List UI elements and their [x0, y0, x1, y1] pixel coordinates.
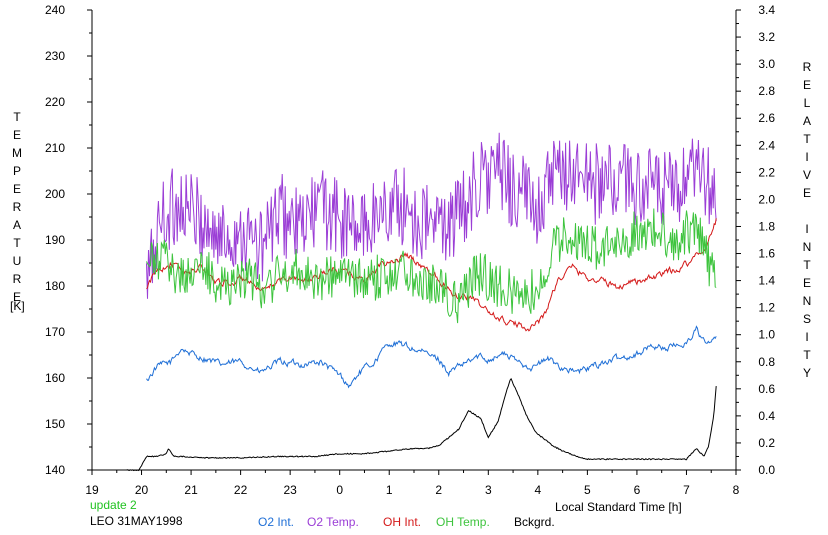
series-line-o2-int [146, 325, 717, 389]
y-right-tick-label: 2.2 [758, 165, 775, 179]
tick-labels: 19 20 21 22 23 0 1 2 3 4 5 6 7 8140150160170180190200… [45, 3, 775, 497]
station-date-label: LEO 31MAY1998 [90, 514, 183, 528]
y-right-tick-label: 0.4 [758, 409, 775, 423]
y-right-tick-label: 2.6 [758, 111, 775, 125]
y-left-tick-label: 180 [45, 279, 65, 293]
x-tick-label: 1 [386, 483, 393, 497]
y-right-tick-label: 0.8 [758, 355, 775, 369]
x-tick-label: 23 [283, 483, 297, 497]
x-tick-label: 21 [184, 483, 198, 497]
legend-oh-temp: OH Temp. [436, 515, 490, 529]
y-right-tick-label: 3.0 [758, 57, 775, 71]
y-right-tick-label: 3.2 [758, 30, 775, 44]
y-left-tick-label: 160 [45, 371, 65, 385]
update-label: update 2 [90, 498, 137, 512]
y-right-tick-label: 1.8 [758, 219, 775, 233]
y-left-tick-label: 170 [45, 325, 65, 339]
axes [87, 9, 741, 475]
y-right-tick-label: 1.4 [758, 274, 775, 288]
series-lines [126, 132, 717, 472]
y-right-tick-label: 0.2 [758, 436, 775, 450]
legend-o2-int: O2 Int. [258, 515, 295, 529]
y-left-tick-label: 200 [45, 187, 65, 201]
y-left-tick-label: 220 [45, 95, 65, 109]
x-tick-label: 7 [683, 483, 690, 497]
y-right-tick-label: 3.4 [758, 3, 775, 17]
y-left-tick-label: 240 [45, 3, 65, 17]
x-tick-label: 4 [535, 483, 542, 497]
x-tick-label: 3 [485, 483, 492, 497]
legend-o2-temp: O2 Temp. [307, 515, 359, 529]
legend-bckgrd: Bckgrd. [514, 515, 555, 529]
y-right-tick-label: 2.0 [758, 192, 775, 206]
x-tick-label: 0 [336, 483, 343, 497]
x-tick-label: 5 [584, 483, 591, 497]
y-right-tick-label: 1.2 [758, 301, 775, 315]
x-tick-label: 8 [733, 483, 740, 497]
x-tick-label: 20 [135, 483, 149, 497]
x-tick-label: 22 [234, 483, 248, 497]
y-right-tick-label: 1.6 [758, 247, 775, 261]
legend-oh-int: OH Int. [383, 515, 422, 529]
y-right-tick-label: 2.8 [758, 84, 775, 98]
y-axis-unit-left: [K] [10, 299, 25, 313]
series-line-oh-temp [146, 208, 717, 324]
series-line-bckgrd [126, 377, 717, 472]
y-right-tick-label: 1.0 [758, 328, 775, 342]
x-tick-label: 19 [85, 483, 99, 497]
y-right-tick-label: 0.6 [758, 382, 775, 396]
y-left-tick-label: 150 [45, 417, 65, 431]
y-left-tick-label: 190 [45, 233, 65, 247]
x-tick-label: 2 [435, 483, 442, 497]
y-right-tick-label: 2.4 [758, 138, 775, 152]
x-axis-label: Local Standard Time [h] [555, 500, 682, 514]
y-right-tick-label: 0.0 [758, 463, 775, 477]
x-tick-label: 6 [634, 483, 641, 497]
y-left-tick-label: 210 [45, 141, 65, 155]
y-left-tick-label: 140 [45, 463, 65, 477]
y-left-tick-label: 230 [45, 49, 65, 63]
